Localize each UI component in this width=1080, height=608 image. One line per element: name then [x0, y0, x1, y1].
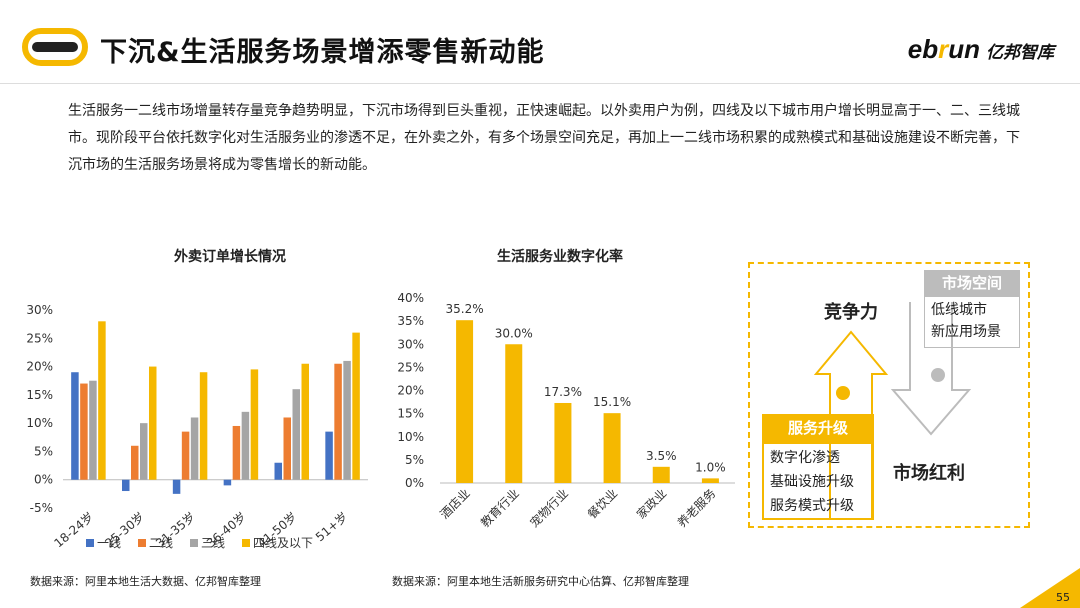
bar: [292, 389, 300, 480]
bar: [554, 402, 572, 483]
coin-icon: [836, 386, 850, 400]
bar: [199, 372, 208, 480]
bar: [250, 369, 259, 480]
service-upgrade-list: 数字化渗透 基础设施升级 服务模式升级: [762, 442, 874, 520]
y-tick-label: 30%: [26, 303, 53, 317]
bar: [89, 380, 97, 480]
up-arrow-icon: [813, 330, 889, 520]
data-label: 35.2%: [446, 302, 484, 316]
y-tick-label: 35%: [397, 314, 424, 328]
bar: [301, 363, 309, 480]
chart2-title: 生活服务业数字化率: [497, 249, 623, 265]
market-dividend-label: 市场红利: [893, 463, 965, 484]
data-label: 1.0%: [695, 460, 726, 474]
bar: [190, 417, 199, 480]
service-upgrade-tag: 服务升级: [762, 414, 874, 442]
y-tick-label: 25%: [397, 360, 424, 374]
list-item: 服务模式升级: [770, 498, 854, 514]
competitiveness-label: 竞争力: [824, 302, 878, 323]
bar: [232, 425, 241, 480]
y-tick-label: 0%: [405, 476, 424, 490]
data-label: 3.5%: [646, 449, 677, 463]
bar: [652, 466, 670, 483]
y-tick-label: 30%: [397, 337, 424, 351]
bar: [122, 479, 130, 492]
bar: [283, 417, 291, 480]
bar: [274, 462, 282, 480]
brand-logo: ebrun 亿邦智库: [907, 34, 1054, 64]
y-tick-label: 10%: [397, 430, 424, 444]
x-tick-label: 家政业: [633, 486, 669, 522]
chart1-title: 外卖订单增长情况: [174, 249, 286, 265]
bar: [80, 383, 88, 480]
bar: [181, 431, 190, 480]
coin-gray-icon: [931, 368, 945, 382]
legend-label: 三线: [201, 536, 225, 550]
bar: [603, 413, 621, 483]
bar: [131, 445, 139, 480]
bar: [241, 411, 250, 480]
down-arrow-icon: [890, 302, 972, 436]
y-tick-label: 20%: [26, 360, 53, 374]
list-item: 基础设施升级: [770, 474, 854, 490]
page-number-corner: 55: [1020, 568, 1080, 608]
x-tick-label: 酒店业: [437, 486, 472, 521]
diagram-panel: [748, 262, 1030, 528]
list-item: 新应用场景: [931, 324, 1001, 340]
list-item: 数字化渗透: [770, 450, 840, 466]
bar: [352, 332, 360, 480]
logo-pill-icon: [22, 28, 88, 66]
legend-swatch: [242, 539, 250, 547]
y-tick-label: 40%: [397, 291, 424, 305]
header: 下沉&生活服务场景增添零售新动能 ebrun 亿邦智库: [0, 0, 1080, 80]
x-tick-label: 51+岁: [312, 509, 350, 544]
y-tick-label: 15%: [26, 388, 53, 402]
legend-label: 二线: [149, 536, 173, 550]
intro-paragraph: 生活服务一二线市场增量转存量竞争趋势明显，下沉市场得到巨头重视，正快速崛起。以外…: [68, 103, 1020, 173]
bar: [505, 344, 523, 483]
legend-swatch: [138, 539, 146, 547]
data-label: 15.1%: [593, 395, 631, 409]
page-title: 下沉&生活服务场景增添零售新动能: [100, 37, 545, 68]
data-label: 17.3%: [544, 385, 582, 399]
x-tick-label: 餐饮业: [584, 486, 620, 522]
legend-label: 一线: [97, 536, 121, 550]
bar: [343, 360, 351, 480]
bar: [71, 372, 79, 480]
legend-swatch: [86, 539, 94, 547]
diagram-arrows: [813, 302, 972, 520]
bar: [456, 320, 474, 483]
chart1-source: 数据来源：阿里本地生活大数据、亿邦智库整理: [30, 575, 261, 588]
legend-label: 四线及以下: [253, 536, 313, 550]
bar: [701, 478, 719, 483]
list-item: 低线城市: [931, 302, 987, 318]
x-tick-label: 教育行业: [477, 486, 522, 531]
y-tick-label: 20%: [397, 384, 424, 398]
chart1: -5%0%5%10%15%20%25%30%18-24岁 25-30岁 31-35岁…: [26, 303, 368, 550]
header-divider: [0, 83, 1080, 84]
legend-swatch: [190, 539, 198, 547]
data-label: 30.0%: [495, 326, 533, 340]
bar: [334, 363, 342, 480]
market-space-tag: 市场空间: [924, 270, 1020, 296]
y-tick-label: 5%: [405, 453, 424, 467]
y-tick-label: 10%: [26, 416, 53, 430]
bar: [325, 431, 333, 480]
page-number: 55: [1056, 591, 1070, 604]
bar: [223, 479, 232, 486]
chart2-source: 数据来源：阿里本地生活新服务研究中心估算、亿邦智库整理: [392, 575, 689, 588]
y-tick-label: 5%: [34, 444, 53, 458]
bar: [149, 366, 157, 480]
bar: [172, 479, 181, 494]
x-tick-label: 养老服务: [674, 486, 719, 531]
y-tick-label: 0%: [34, 473, 53, 487]
y-tick-label: 25%: [26, 331, 53, 345]
bar: [98, 321, 106, 480]
y-tick-label: 15%: [397, 407, 424, 421]
chart2: 0% 5% 10% 15% 20% 25% 30% 35% 40% 35.2% 酒店业 30.0% 教育…: [397, 291, 735, 531]
y-tick-label: -5%: [30, 501, 53, 515]
market-space-list: 低线城市 新应用场景: [924, 296, 1020, 348]
bar: [140, 423, 148, 480]
x-tick-label: 宠物行业: [526, 486, 571, 531]
